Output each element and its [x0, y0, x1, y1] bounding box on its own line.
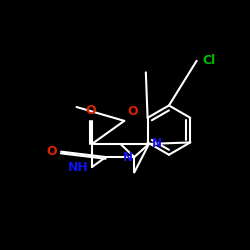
Text: O: O [86, 104, 96, 117]
Text: N: N [123, 151, 133, 164]
Text: N: N [152, 137, 162, 150]
Text: O: O [46, 145, 56, 158]
Text: Cl: Cl [202, 54, 215, 66]
Text: NH: NH [68, 161, 89, 174]
Text: O: O [127, 105, 138, 118]
